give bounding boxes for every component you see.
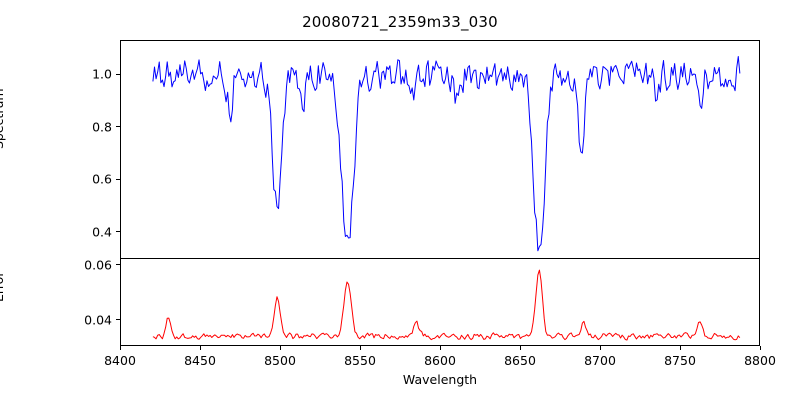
spectrum-ytick-mark [116,231,120,233]
x-tick-label: 8450 [184,353,216,368]
spectrum-ytick-label: 1.0 [92,66,112,82]
x-tick-mark [119,346,121,350]
spectrum-line [153,57,740,251]
error-line [153,270,740,340]
x-tick-label: 8550 [344,353,376,368]
error-axis-label: Error [0,271,6,302]
x-tick-mark [279,346,281,350]
spectrum-ytick-mark [116,126,120,128]
x-axis-label: Wavelength [402,372,478,387]
x-tick-mark [519,346,521,350]
error-ytick-mark [116,264,120,266]
x-tick-label: 8750 [664,353,696,368]
spectrum-ytick-label: 0.8 [92,119,112,135]
spectrum-ytick-label: 0.4 [92,224,112,240]
x-tick-mark [199,346,201,350]
x-tick-mark [599,346,601,350]
error-ytick-label: 0.04 [84,312,112,328]
x-tick-mark [759,346,761,350]
x-tick-label: 8600 [424,353,456,368]
spectrum-ytick-mark [116,178,120,180]
spectrum-ytick-mark [116,73,120,75]
error-ytick-label: 0.06 [84,257,112,273]
error-ytick-mark [116,319,120,321]
spectrum-axes [120,40,760,258]
spectrum-plot-area [121,41,759,258]
x-tick-mark [439,346,441,350]
x-tick-label: 8700 [584,353,616,368]
error-plot-area [121,259,759,345]
x-tick-label: 8800 [744,353,776,368]
x-tick-mark [359,346,361,350]
error-axes [120,258,760,346]
figure-title: 20080721_2359m33_030 [302,13,498,31]
x-tick-label: 8400 [104,353,136,368]
spectrum-axis-label: Spectrum [0,88,6,149]
x-tick-mark [679,346,681,350]
x-tick-label: 8650 [504,353,536,368]
spectrum-ytick-label: 0.6 [92,171,112,187]
x-tick-label: 8500 [264,353,296,368]
